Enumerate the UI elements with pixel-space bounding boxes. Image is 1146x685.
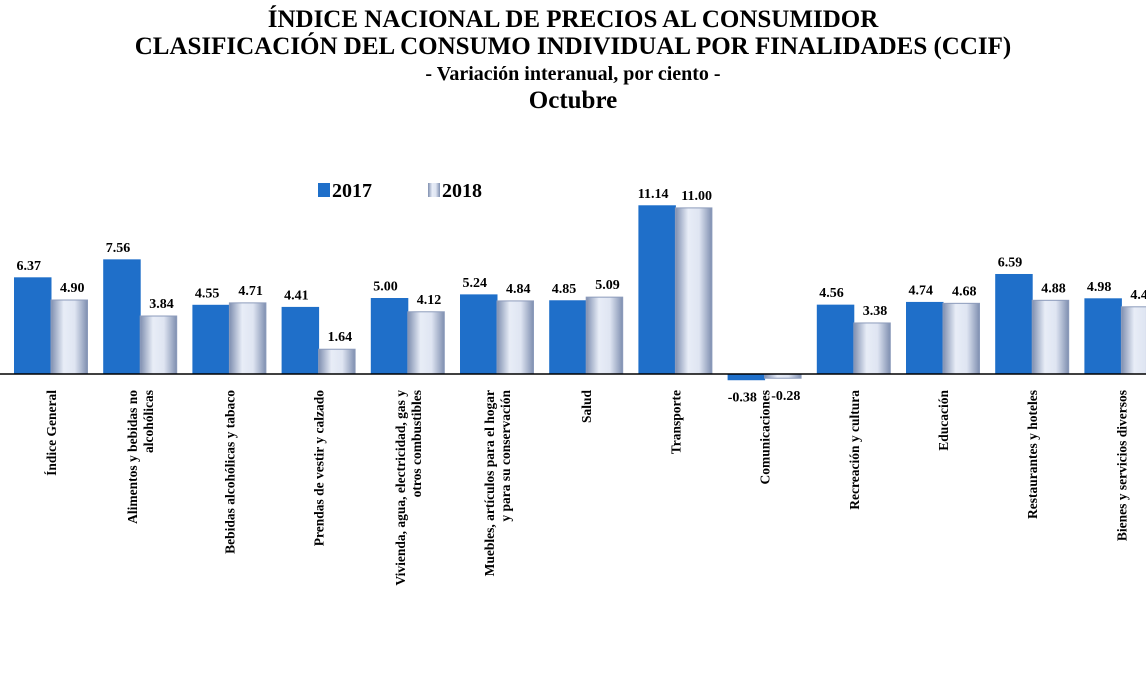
chart-title: ÍNDICE NACIONAL DE PRECIOS AL CONSUMIDOR <box>268 5 879 33</box>
bar <box>407 311 445 375</box>
unit-note: - Variación interanual, por ciento - <box>425 63 720 85</box>
x-tick-label: Alimentos y bebidas noalcohólicas <box>125 390 156 524</box>
x-tick-label: Educación <box>936 390 951 451</box>
bar <box>460 294 498 375</box>
value-label: 4.71 <box>238 284 263 299</box>
value-label: 4.41 <box>284 288 309 303</box>
x-tick-label: Prendas de vestir y calzado <box>312 390 327 546</box>
legend-swatch <box>318 183 330 197</box>
value-label: 4.88 <box>1041 281 1066 296</box>
bar <box>281 306 320 375</box>
value-label: 4.55 <box>195 286 220 301</box>
legend-label: 2017 <box>332 180 372 202</box>
bar <box>228 302 267 375</box>
legend-label: 2018 <box>442 180 482 202</box>
x-tick-label: Bienes y servicios diversos <box>1114 390 1129 541</box>
bar <box>370 298 409 375</box>
value-label: 5.24 <box>463 276 488 291</box>
bar <box>139 315 178 375</box>
x-tick-label: Vivienda, agua, electricidad, gas yotros… <box>393 390 424 586</box>
x-tick-label: Bebidas alcohólicas y tabaco <box>222 390 237 554</box>
bar <box>995 273 1033 375</box>
bar <box>14 277 52 375</box>
value-label: 5.09 <box>595 278 620 293</box>
value-label: 5.00 <box>373 280 398 295</box>
x-tick-label: Recreación y cultura <box>847 390 862 510</box>
bar <box>853 322 891 375</box>
value-label: 11.14 <box>638 187 669 202</box>
value-label: 1.64 <box>328 330 353 345</box>
value-label: 4.90 <box>60 281 85 296</box>
value-label: 4.84 <box>506 282 531 297</box>
x-tick-label: Transporte <box>668 390 683 454</box>
bar <box>816 304 855 375</box>
bar <box>1120 306 1146 375</box>
bar <box>496 300 534 375</box>
value-label: 3.38 <box>863 304 888 319</box>
bar <box>1031 299 1070 375</box>
bar <box>674 207 713 375</box>
bar <box>103 259 141 375</box>
x-tick-label: Muebles, artículos para el hogary para s… <box>482 390 513 577</box>
bar <box>50 299 88 375</box>
value-label: 4.74 <box>909 283 934 298</box>
bar <box>192 304 230 375</box>
value-label: 4.85 <box>552 282 577 297</box>
value-label: 7.56 <box>106 241 131 256</box>
bar <box>1084 298 1122 375</box>
x-tick-label: Índice General <box>44 390 59 476</box>
value-label: 3.84 <box>149 297 174 312</box>
value-label: 4.45 <box>1130 288 1146 303</box>
x-tick-label: Salud <box>579 390 594 424</box>
chart-subtitle: CLASIFICACIÓN DEL CONSUMO INDIVIDUAL POR… <box>135 32 1011 60</box>
bar <box>906 301 944 375</box>
value-label: 4.56 <box>819 286 844 301</box>
x-tick-label: Restaurantes y hoteles <box>1025 390 1040 519</box>
bar <box>549 300 587 375</box>
value-label: 6.37 <box>17 259 42 274</box>
period: Octubre <box>529 87 617 114</box>
legend-swatch <box>428 183 440 197</box>
value-label: 4.98 <box>1087 280 1112 295</box>
bar <box>638 205 676 375</box>
value-label: -0.28 <box>771 389 800 404</box>
value-label: 11.00 <box>681 189 712 204</box>
bar <box>727 373 766 381</box>
x-tick-label: Comunicaciones <box>758 390 773 485</box>
bar <box>942 302 980 375</box>
bar <box>318 348 356 375</box>
value-label: 6.59 <box>998 255 1023 270</box>
bar <box>585 296 624 375</box>
value-label: -0.38 <box>728 391 757 406</box>
value-label: 4.68 <box>952 284 977 299</box>
value-label: 4.12 <box>417 293 442 308</box>
